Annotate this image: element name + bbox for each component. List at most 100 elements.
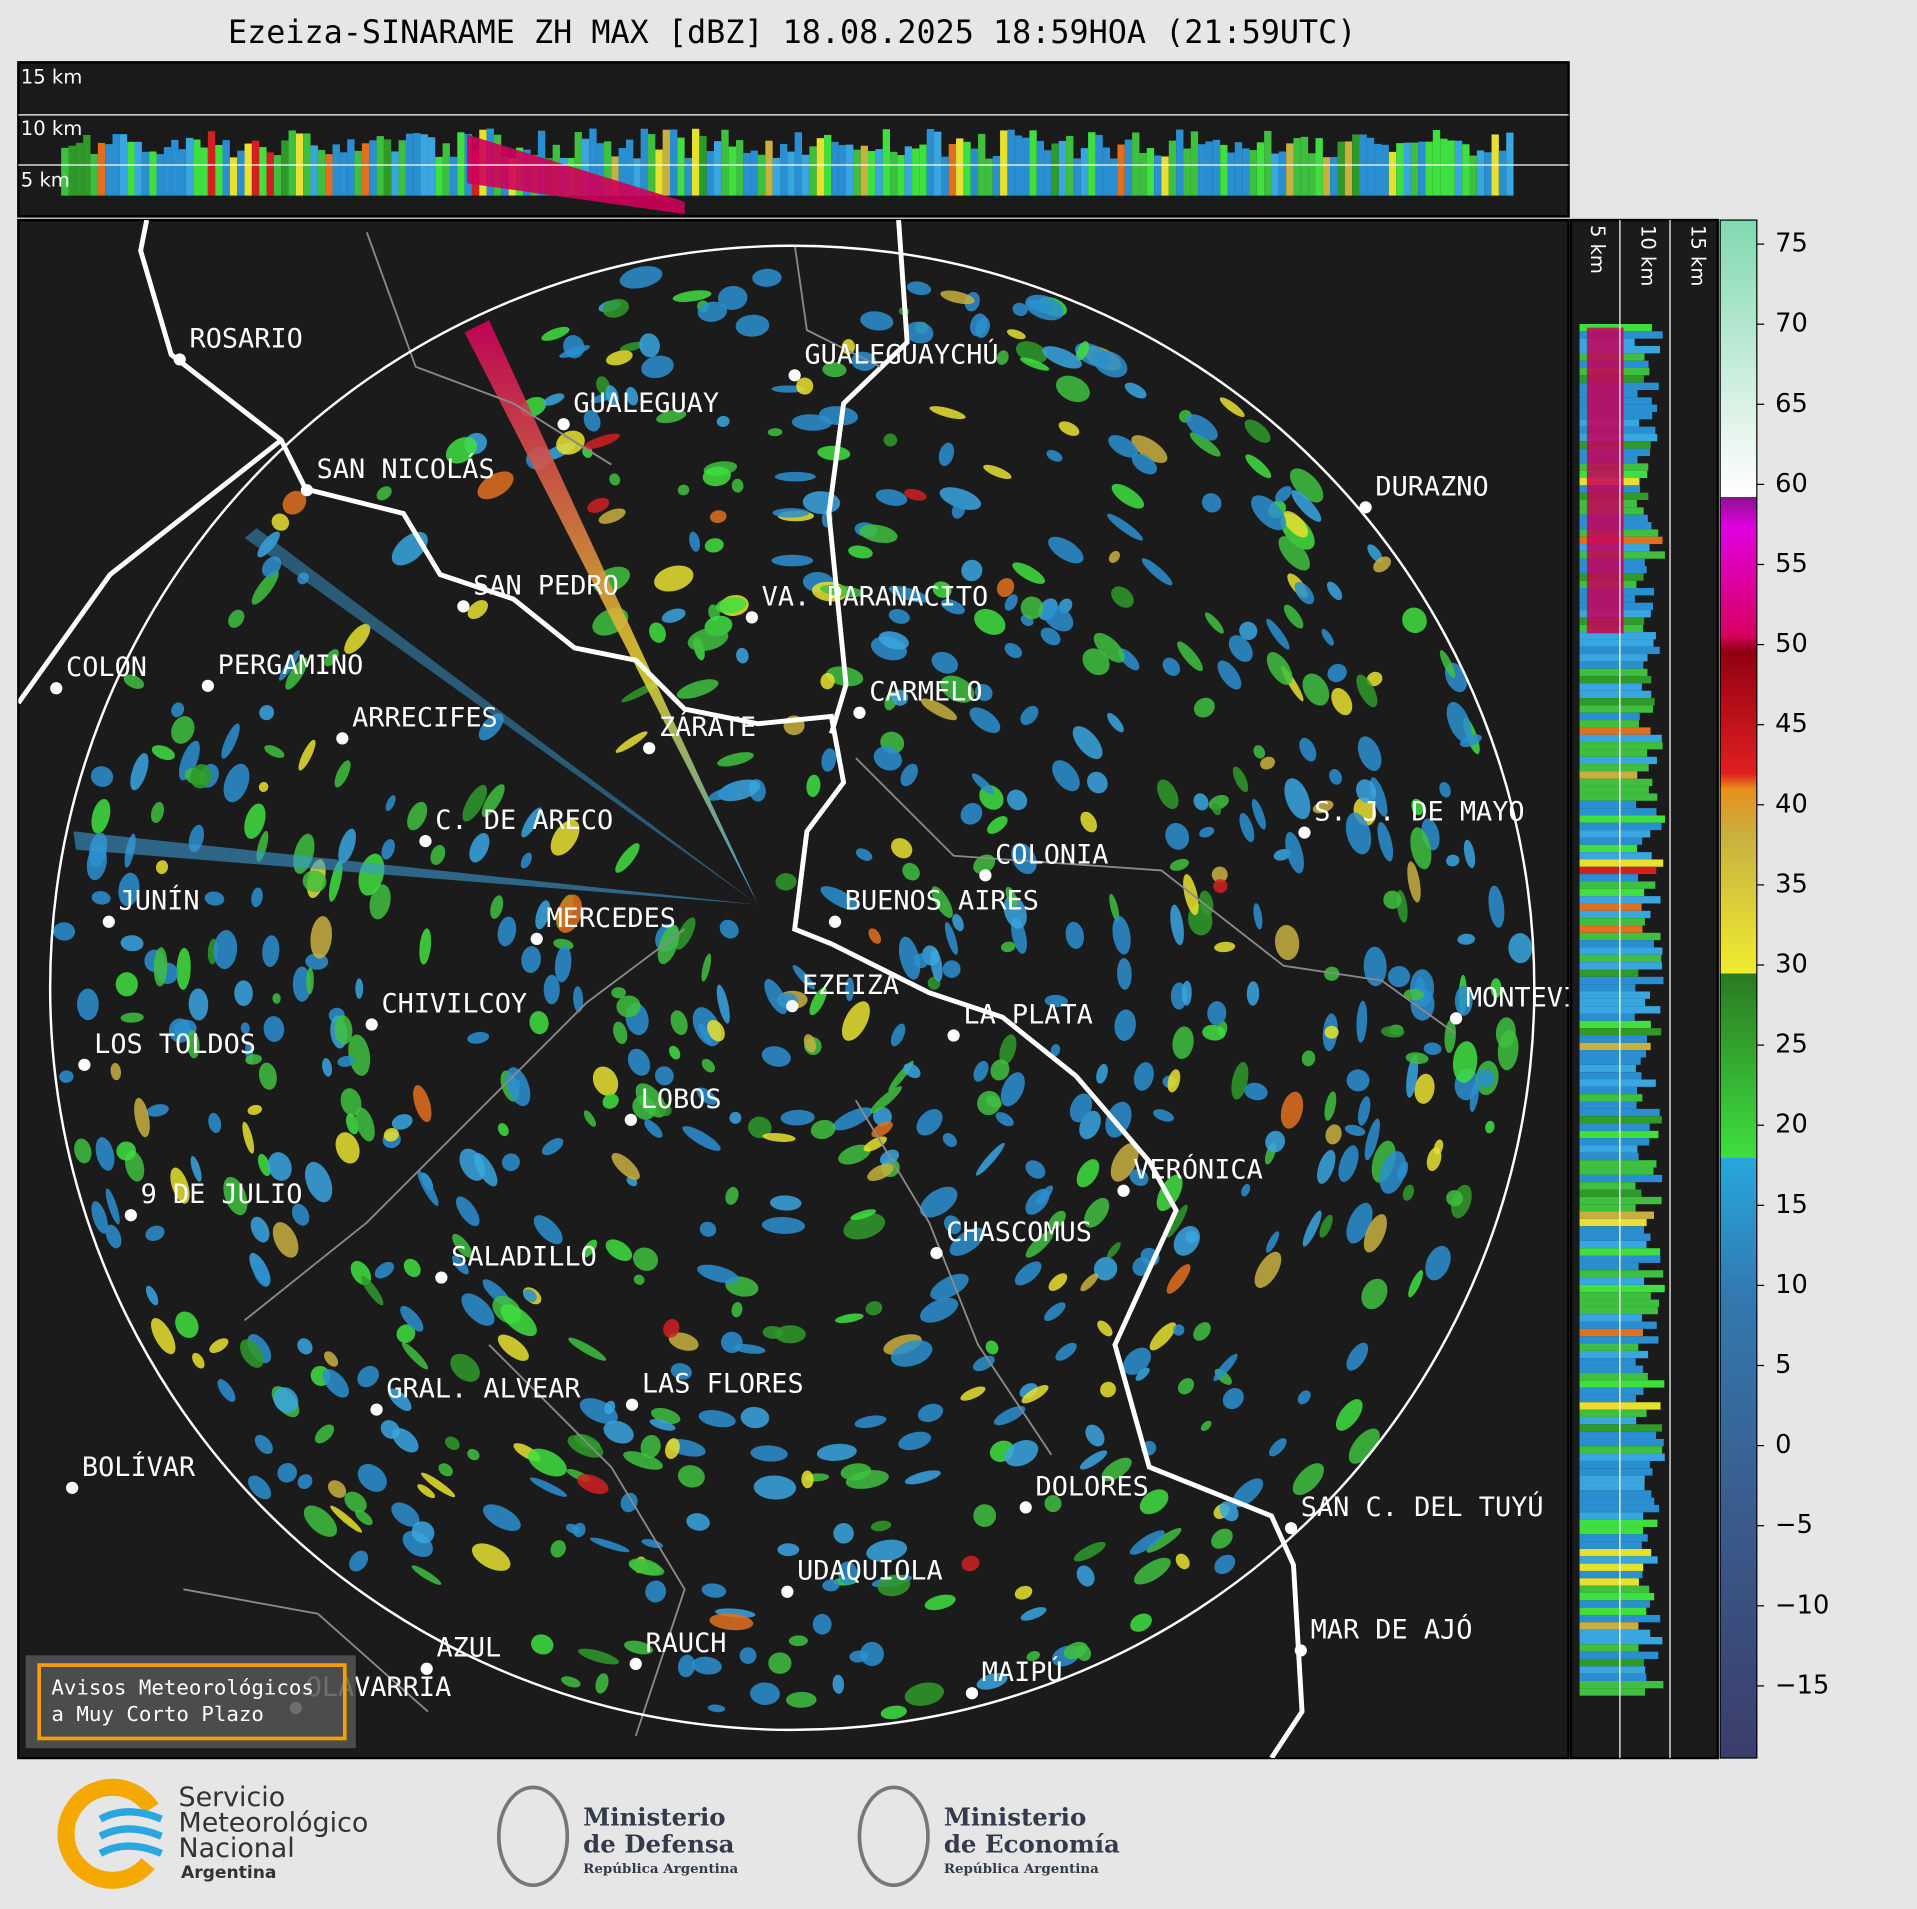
echo: [285, 657, 308, 690]
echo: [689, 531, 701, 552]
echo: [880, 1705, 907, 1720]
echo: [1066, 135, 1074, 196]
echo: [1488, 885, 1505, 928]
echo: [1356, 674, 1378, 708]
city-dot: [1294, 1644, 1307, 1657]
echo: [223, 1176, 248, 1216]
echo: [553, 938, 574, 950]
echo: [1414, 1073, 1435, 1104]
echo: [322, 1369, 349, 1398]
echo: [234, 980, 253, 1007]
echo: [1579, 1204, 1636, 1212]
echo: [1579, 1116, 1662, 1124]
echo: [1579, 1050, 1647, 1058]
city-dot: [1284, 1522, 1298, 1535]
echo: [596, 143, 604, 196]
echo: [870, 1086, 902, 1114]
echo: [838, 1144, 871, 1165]
echo: [1495, 1017, 1516, 1049]
city-dot: [365, 1018, 378, 1031]
echo: [105, 1224, 122, 1249]
city-label: S. J. DE MAYO: [1314, 796, 1524, 827]
echo: [391, 1502, 420, 1527]
echo: [707, 1019, 725, 1042]
city-dot: [625, 1398, 639, 1411]
echo: [185, 137, 194, 196]
echo: [1239, 812, 1255, 843]
echo: [768, 1652, 792, 1674]
echo: [761, 1046, 791, 1067]
echo: [1579, 786, 1649, 794]
echo: [291, 1203, 310, 1226]
echo: [1052, 760, 1080, 792]
echo: [497, 916, 517, 947]
echo: [1579, 705, 1653, 713]
echo: [963, 141, 971, 196]
echo: [1011, 843, 1037, 875]
echo: [1025, 1230, 1054, 1258]
echo: [995, 1112, 1014, 1127]
echo: [1579, 676, 1652, 684]
echo: [1219, 397, 1245, 418]
echo: [1377, 821, 1394, 862]
echo: [130, 753, 149, 791]
echo: [1117, 144, 1125, 196]
echo: [1282, 510, 1309, 538]
echo: [1388, 151, 1397, 196]
echo: [146, 1104, 169, 1117]
echo: [1133, 1062, 1154, 1091]
echo: [288, 130, 296, 196]
echo: [1100, 1381, 1116, 1398]
echo: [150, 801, 165, 823]
echo: [890, 1340, 933, 1367]
echo: [930, 949, 943, 982]
echo: [568, 1337, 607, 1361]
colorbar-tick-label: 60: [1775, 469, 1808, 499]
echo: [752, 268, 782, 287]
echo: [1579, 815, 1665, 823]
echo: [1579, 1512, 1644, 1520]
echo: [1242, 148, 1250, 196]
echo: [1107, 712, 1124, 733]
echo: [791, 414, 832, 431]
echo: [1036, 140, 1045, 196]
echo: [772, 157, 781, 196]
echo: [1579, 1380, 1665, 1388]
echo: [672, 290, 712, 302]
echo: [1265, 1130, 1286, 1153]
echo: [1166, 1204, 1188, 1238]
echo: [1363, 946, 1387, 987]
echo: [1214, 941, 1236, 953]
echo: [417, 1170, 439, 1206]
echo: [949, 1227, 985, 1256]
echo: [675, 917, 696, 950]
echo: [578, 1648, 620, 1665]
echo: [1579, 947, 1663, 955]
echo: [632, 1095, 656, 1120]
echo: [676, 679, 719, 699]
city-label: DURAZNO: [1375, 471, 1488, 502]
echo: [1579, 1262, 1639, 1271]
echo: [1579, 1541, 1642, 1549]
echo: [1048, 1210, 1066, 1230]
echo: [1244, 419, 1271, 443]
echo: [605, 385, 619, 406]
city-dot: [781, 1585, 794, 1598]
echo: [1579, 918, 1645, 926]
echo: [739, 1647, 757, 1664]
echo: [1217, 660, 1242, 690]
echo: [1108, 550, 1120, 564]
echo: [1452, 1041, 1478, 1083]
echo: [1029, 130, 1037, 196]
echo: [855, 848, 873, 861]
echo: [706, 151, 714, 196]
echo: [1579, 866, 1657, 875]
city-label: EZEIZA: [802, 970, 899, 1001]
echo: [919, 1297, 959, 1323]
echo: [1278, 536, 1310, 571]
echo: [1579, 881, 1656, 889]
echo: [691, 1656, 722, 1675]
echo: [1364, 1118, 1380, 1161]
echo: [853, 149, 861, 196]
echo: [1141, 558, 1173, 586]
